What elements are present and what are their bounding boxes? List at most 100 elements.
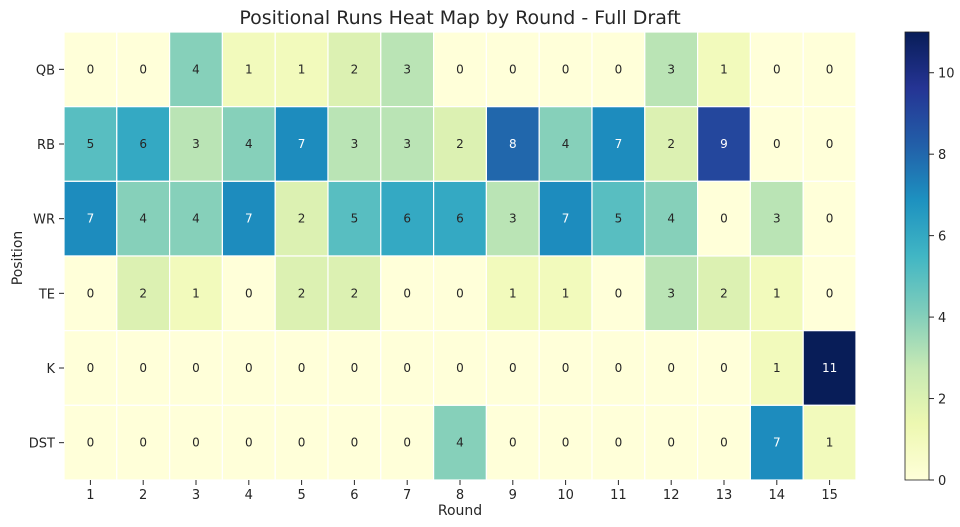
heatmap-cell: [63, 180, 118, 257]
heatmap-cell: [644, 404, 699, 481]
cell-value-label: 7: [298, 137, 306, 151]
cell-value-label: 9: [720, 137, 728, 151]
cell-value-label: 2: [456, 137, 464, 151]
cell-value-label: 0: [456, 62, 464, 76]
heatmap-cell: [221, 330, 276, 406]
x-tick-label: 11: [610, 488, 627, 503]
heatmap-cell: [380, 404, 435, 481]
heatmap-cell: [327, 330, 382, 406]
cell-value-label: 0: [509, 62, 517, 76]
cell-value-label: 4: [667, 212, 675, 226]
cell-value-label: 3: [667, 62, 675, 76]
x-axis-label: Round: [438, 503, 482, 519]
cell-value-label: 0: [87, 62, 95, 76]
cell-value-label: 0: [773, 62, 781, 76]
heatmap-cell: [433, 106, 488, 182]
heatmap-cell: [380, 330, 435, 406]
cell-value-label: 3: [351, 137, 359, 151]
x-tick-label: 4: [245, 488, 253, 503]
x-tick-label: 7: [403, 488, 411, 503]
heatmap-cell: [63, 31, 118, 108]
cell-value-label: 0: [192, 436, 200, 450]
cell-value-label: 0: [139, 361, 147, 375]
cell-value-label: 0: [87, 286, 95, 300]
heatmap-cell: [380, 106, 435, 182]
heatmap-cell: [433, 404, 488, 481]
colorbar-tick-label: 4: [938, 311, 946, 326]
heatmap-cell: [591, 255, 646, 332]
cell-value-label: 1: [773, 286, 781, 300]
heatmap-cell: [696, 404, 751, 481]
heatmap-cell: [327, 255, 382, 332]
heatmap-cell: [327, 404, 382, 481]
cell-value-label: 2: [298, 212, 306, 226]
heatmap-cell: [802, 180, 857, 257]
cell-value-label: 4: [456, 436, 464, 450]
cell-value-label: 7: [245, 212, 253, 226]
heatmap-cell: [749, 330, 804, 406]
cell-value-label: 2: [720, 286, 728, 300]
cell-value-label: 0: [562, 62, 570, 76]
cell-value-label: 0: [615, 62, 623, 76]
heatmap-cell: [221, 255, 276, 332]
colorbar-gradient: [904, 31, 930, 481]
cell-value-label: 0: [615, 286, 623, 300]
heatmap-cell: [696, 330, 751, 406]
cell-value-label: 0: [509, 361, 517, 375]
colorbar-tick-label: 6: [938, 230, 946, 245]
cell-value-label: 1: [192, 286, 200, 300]
cell-value-label: 0: [351, 436, 359, 450]
heatmap-cell: [485, 330, 540, 406]
y-tick-label: WR: [33, 213, 55, 228]
cell-value-label: 1: [826, 436, 834, 450]
y-axis: QB RB WR TE K DST: [29, 63, 64, 452]
cell-value-label: 6: [403, 212, 411, 226]
heatmap-cell: [696, 106, 751, 182]
cell-value-label: 0: [615, 361, 623, 375]
heatmap-cell: [433, 330, 488, 406]
cell-value-label: 7: [615, 137, 623, 151]
heatmap-cell: [538, 31, 593, 108]
cell-value-label: 0: [403, 436, 411, 450]
cell-value-label: 3: [192, 137, 200, 151]
cell-value-label: 0: [87, 436, 95, 450]
heatmap-cell: [644, 330, 699, 406]
cell-value-label: 0: [403, 361, 411, 375]
heatmap-cell: [538, 404, 593, 481]
cell-value-label: 0: [720, 212, 728, 226]
colorbar-tick-label: 2: [938, 393, 946, 408]
cell-value-label: 8: [509, 137, 517, 151]
colorbar-ticks: 0 2 4 6 8 10: [929, 67, 955, 489]
cell-value-label: 1: [509, 286, 517, 300]
cell-value-label: 4: [192, 62, 200, 76]
cell-value-label: 1: [245, 62, 253, 76]
cell-value-label: 5: [87, 137, 95, 151]
heatmap-cell: [380, 180, 435, 257]
heatmap-cell: [538, 255, 593, 332]
x-tick-label: 5: [297, 488, 305, 503]
y-tick-label: RB: [37, 138, 55, 153]
cell-value-label: 4: [562, 137, 570, 151]
x-axis: 1 2 3 4 5 6 7 8 9 10 11 12 13 14 15: [86, 480, 838, 503]
cell-value-label: 0: [456, 286, 464, 300]
cell-value-label: 11: [822, 361, 837, 375]
cell-value-label: 0: [773, 137, 781, 151]
cell-value-label: 0: [562, 361, 570, 375]
heatmap-cell: [169, 404, 224, 481]
heatmap-cell: [63, 330, 118, 406]
cell-value-label: 1: [720, 62, 728, 76]
heatmap-cell: [644, 106, 699, 182]
y-axis-label: Position: [10, 231, 26, 286]
cell-value-label: 2: [351, 62, 359, 76]
heatmap-cell: [116, 106, 171, 182]
x-tick-label: 3: [192, 488, 200, 503]
x-tick-label: 6: [350, 488, 358, 503]
x-tick-label: 14: [769, 488, 786, 503]
cell-value-label: 0: [826, 137, 834, 151]
cell-value-label: 0: [192, 361, 200, 375]
cell-value-label: 0: [720, 436, 728, 450]
cell-value-label: 3: [773, 212, 781, 226]
cell-value-label: 2: [298, 286, 306, 300]
colorbar: 0 2 4 6 8 10: [904, 31, 955, 489]
heatmap-cell: [327, 31, 382, 108]
